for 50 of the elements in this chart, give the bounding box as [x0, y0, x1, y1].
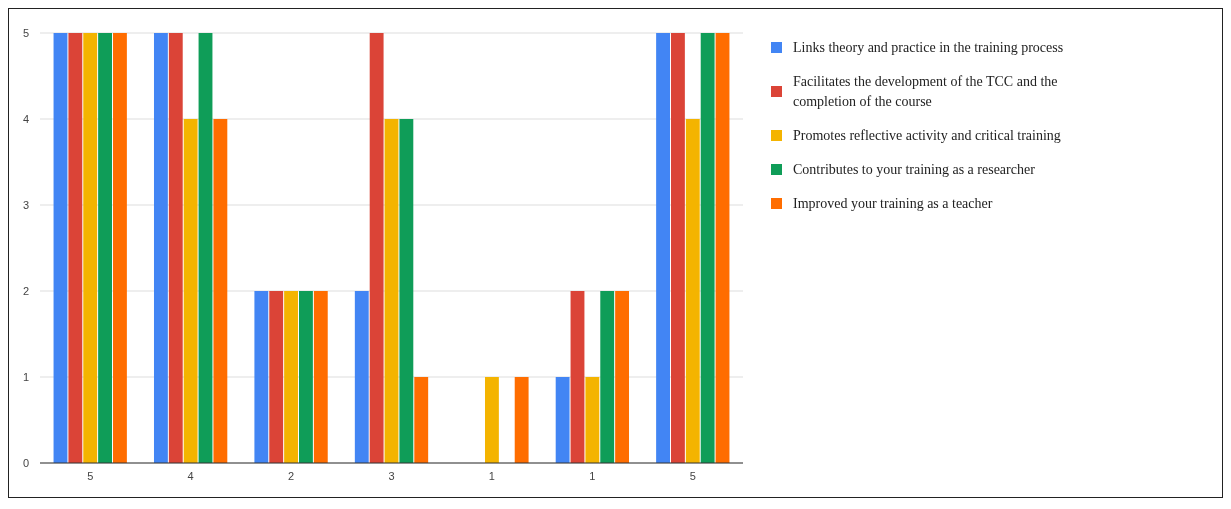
bar [555, 377, 570, 463]
legend-label: Facilitates the development of the TCC and the completion of the course [793, 74, 1058, 109]
bar [53, 33, 68, 463]
bar [369, 33, 384, 463]
bar [570, 291, 585, 463]
bar [98, 33, 113, 463]
bar [700, 33, 715, 463]
x-tick-label: 5 [689, 470, 696, 482]
legend-label: Improved your training as a teacher [793, 196, 993, 211]
bar [685, 119, 700, 463]
y-tick-label: 0 [22, 457, 30, 469]
x-tick-label: 5 [87, 470, 94, 482]
bar [399, 119, 414, 463]
bar [153, 33, 168, 463]
bar [485, 377, 499, 463]
bar [213, 119, 228, 463]
bar [585, 377, 600, 463]
bar [313, 291, 328, 463]
x-tick-label: 3 [388, 470, 395, 482]
bar [656, 33, 670, 463]
bar [384, 119, 399, 463]
bar [414, 377, 429, 463]
bar [715, 33, 730, 463]
bar [83, 33, 98, 463]
bar [354, 291, 369, 463]
bar [269, 291, 284, 463]
bar [670, 33, 685, 463]
y-tick-label: 3 [22, 199, 30, 211]
y-tick-label: 4 [22, 113, 30, 125]
bar [600, 291, 615, 463]
legend-label: Promotes reflective activity and critical training [793, 128, 1061, 143]
bar [168, 33, 183, 463]
x-tick-label: 1 [488, 470, 495, 482]
bar [183, 119, 198, 463]
bar [615, 291, 630, 463]
x-tick-label: 4 [187, 470, 194, 482]
bar [198, 33, 213, 463]
legend-label: Contributes to your training as a researcher [793, 162, 1036, 177]
bar [113, 33, 127, 463]
y-tick-label: 2 [22, 285, 30, 297]
y-tick-label: 5 [22, 27, 30, 39]
bar [514, 377, 529, 463]
bar [284, 291, 298, 463]
bar [254, 291, 269, 463]
bar [68, 33, 83, 463]
x-tick-label: 1 [589, 470, 596, 482]
legend-label: Links theory and practice in the training process [793, 40, 1064, 55]
y-tick-label: 1 [22, 371, 30, 383]
x-tick-label: 2 [288, 470, 295, 482]
bar [299, 291, 313, 463]
